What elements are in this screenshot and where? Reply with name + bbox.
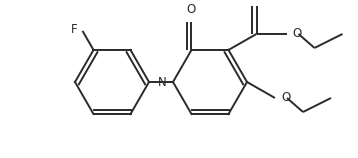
Text: O: O bbox=[187, 3, 196, 16]
Text: N: N bbox=[158, 76, 167, 89]
Text: F: F bbox=[71, 23, 77, 36]
Text: O: O bbox=[292, 27, 302, 40]
Text: O: O bbox=[281, 91, 290, 104]
